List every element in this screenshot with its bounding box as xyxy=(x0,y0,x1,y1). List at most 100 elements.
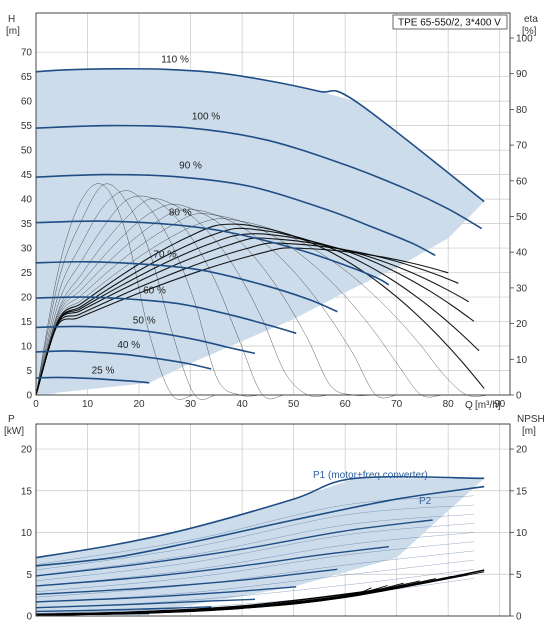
speed-curve xyxy=(35,173,436,257)
p1-series-label: P1 (motor+freq converter) xyxy=(313,470,428,481)
efficiency-curve xyxy=(35,233,475,396)
power-fan-line xyxy=(35,559,474,603)
npsh-axis-label: NPSH xyxy=(517,414,545,425)
p2-series-label: P2 xyxy=(419,496,432,507)
h-tick-label: 45 xyxy=(21,170,33,181)
efficiency-curve xyxy=(35,213,490,398)
q-tick-label: 50 xyxy=(288,399,300,410)
speed-curve xyxy=(35,325,256,355)
power-envelope xyxy=(36,478,485,616)
power-series-line xyxy=(35,475,485,559)
eta-tick-label: 70 xyxy=(516,141,528,152)
power-curves xyxy=(35,475,485,616)
eta-tick-label: 40 xyxy=(516,248,528,259)
power-fan-line xyxy=(35,578,474,614)
p-axis-label: P xyxy=(8,414,15,425)
h-tick-label: 15 xyxy=(21,317,33,328)
h-tick-label: 60 xyxy=(21,97,33,108)
eta-tick-label: 0 xyxy=(516,391,522,402)
eta-axis-ticks: 0 10 20 30 40 50 60 70 80 90 100 xyxy=(510,33,533,402)
q-axis-ticks: 0 10 20 30 40 50 60 70 80 90 xyxy=(33,399,505,410)
h-tick-label: 70 xyxy=(21,48,33,59)
eta-tick-label: 30 xyxy=(516,283,528,294)
speed-curve-label: 60 % xyxy=(143,286,166,297)
power-fan-line xyxy=(35,569,474,609)
npsh-tick-label: 0 xyxy=(516,612,522,623)
p-tick-label: 5 xyxy=(26,570,32,581)
speed-curve-label: 100 % xyxy=(192,112,220,123)
speed-curve-label: 80 % xyxy=(169,208,192,219)
speed-curve xyxy=(35,124,483,230)
q-tick-label: 90 xyxy=(494,399,506,410)
speed-curve-label: 40 % xyxy=(117,340,140,351)
speed-curve-label: 50 % xyxy=(133,315,156,326)
efficiency-curve xyxy=(35,223,485,396)
h-tick-label: 55 xyxy=(21,121,33,132)
efficiency-curve xyxy=(35,242,459,396)
speed-curve-labels: 110 % 100 % 90 % 80 % 70 % 60 % 50 % 40 % 25 % xyxy=(92,54,221,376)
speed-curve-label: 110 % xyxy=(161,54,189,65)
eta-tick-label: 100 xyxy=(516,33,533,44)
h-tick-label: 35 xyxy=(21,219,33,230)
power-curve xyxy=(35,519,433,577)
speed-curve xyxy=(35,296,297,335)
eta-tick-label: 60 xyxy=(516,176,528,187)
y2-axis-label: eta xyxy=(524,14,538,25)
x-axis-unit: [m³/h] xyxy=(475,400,501,411)
power-fan-line xyxy=(35,504,474,571)
h-tick-label: 20 xyxy=(21,293,33,304)
speed-curve-label: 25 % xyxy=(92,365,115,376)
q-tick-label: 0 xyxy=(33,399,39,410)
npsh-axis-ticks: 0 5 10 15 20 xyxy=(510,445,528,623)
power-curve xyxy=(35,606,212,613)
q-tick-label: 60 xyxy=(340,399,352,410)
p-tick-label: 20 xyxy=(21,445,33,456)
npsh-tick-label: 10 xyxy=(516,528,528,539)
eta-tick-label: 20 xyxy=(516,319,528,330)
npsh-curve xyxy=(35,569,485,616)
q-tick-label: 80 xyxy=(443,399,455,410)
h-tick-label: 10 xyxy=(21,342,33,353)
efficiency-curve xyxy=(35,227,480,396)
p-axis-unit: [kW] xyxy=(4,426,24,437)
power-fan-line xyxy=(35,532,474,587)
npsh-axis-unit: [m] xyxy=(522,426,536,437)
eta-tick-label: 50 xyxy=(516,212,528,223)
eta-tick-label: 90 xyxy=(516,69,528,80)
power-fan-line xyxy=(35,523,474,582)
h-tick-label: 0 xyxy=(26,391,32,402)
speed-curve-label: 90 % xyxy=(179,161,202,172)
speed-curve xyxy=(35,376,150,384)
q-tick-label: 40 xyxy=(237,399,249,410)
q-tick-label: 30 xyxy=(185,399,197,410)
h-tick-label: 30 xyxy=(21,244,33,255)
power-fan-line xyxy=(35,550,474,598)
npsh-tick-label: 20 xyxy=(516,445,528,456)
speed-curves xyxy=(35,67,485,384)
speed-curve-label: 70 % xyxy=(153,249,176,260)
eta-tick-label: 10 xyxy=(516,355,528,366)
h-tick-label: 40 xyxy=(21,195,33,206)
bottom-plot-frame xyxy=(35,423,511,617)
npsh-tick-label: 15 xyxy=(516,486,528,497)
y-axis-unit: [m] xyxy=(6,26,20,37)
p-tick-label: 10 xyxy=(21,528,33,539)
h-tick-label: 5 xyxy=(26,366,32,377)
h-tick-label: 65 xyxy=(21,72,33,83)
title-box xyxy=(392,14,508,30)
npsh-fan-line xyxy=(35,587,372,616)
chart-title: TPE 65-550/2, 3*400 V xyxy=(398,18,501,29)
power-fan-line xyxy=(35,514,474,576)
y-axis-label: H xyxy=(8,14,15,25)
p-axis-ticks: 0 5 10 15 20 xyxy=(21,445,33,623)
speed-curve xyxy=(35,260,338,313)
operating-envelope xyxy=(36,68,485,396)
power-curve xyxy=(35,568,338,595)
q-tick-label: 20 xyxy=(133,399,145,410)
speed-curve xyxy=(35,67,485,203)
x-axis-label: Q xyxy=(465,400,473,411)
eta-tick-label: 80 xyxy=(516,105,528,116)
power-fan-line xyxy=(35,541,474,592)
h-axis-ticks: 0 5 10 15 20 25 30 35 40 45 50 55 60 65 70 xyxy=(21,48,33,402)
